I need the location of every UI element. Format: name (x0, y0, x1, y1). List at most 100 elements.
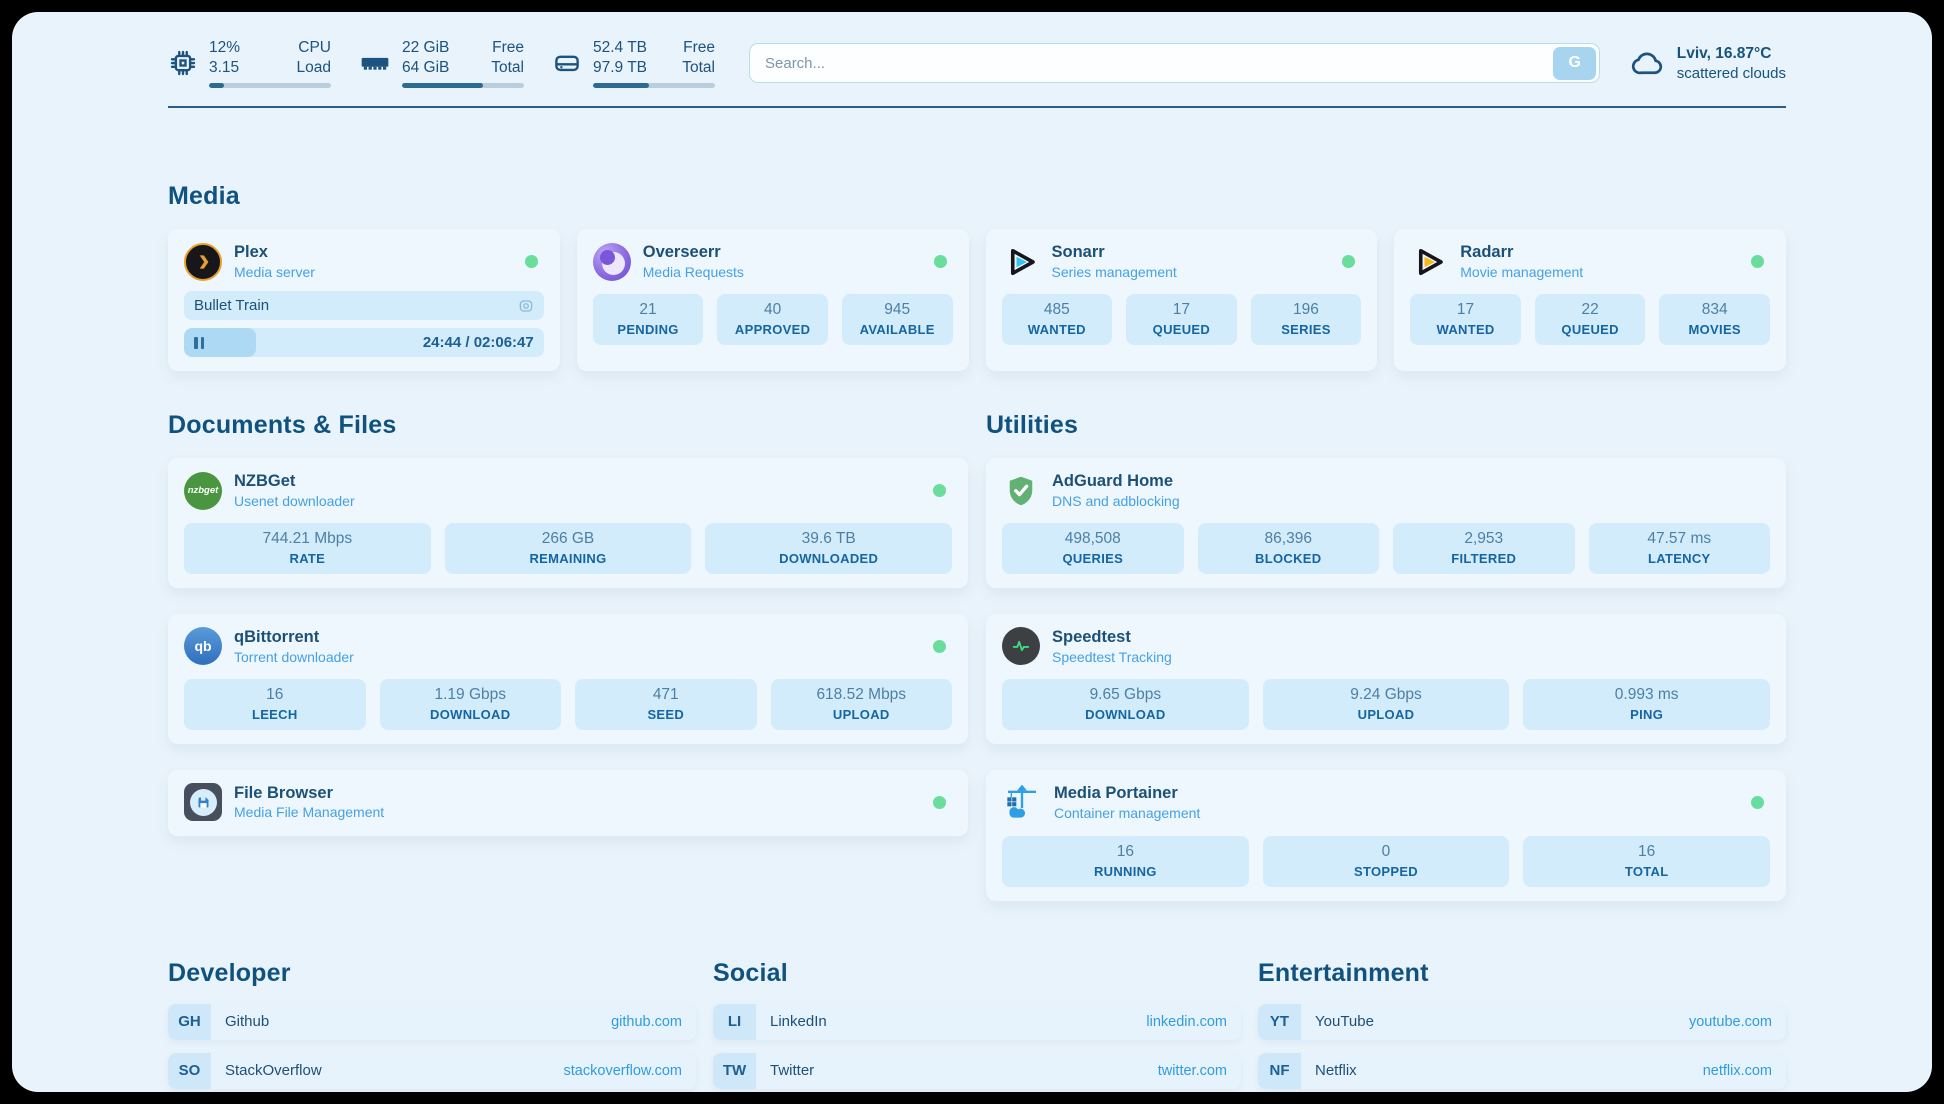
speedtest-card: Speedtest Speedtest Tracking 9.65 Gbps DO… (986, 613, 1786, 744)
stat-label: TOTAL (1624, 863, 1669, 879)
stat-value: 39.6 TB (801, 529, 856, 547)
stat-value: 266 GB (541, 529, 595, 547)
stat-label: PENDING (617, 322, 679, 338)
top-bar: 12% CPU 3.15 Load 22 GiB Free 64 GiB Total (168, 38, 1786, 89)
sonarr-card: Sonarr Series management 485 WANTED 17 QUE… (985, 229, 1378, 372)
qbittorrent-card: qb qBittorrent Torrent downloader 16 LEEC… (168, 613, 968, 744)
stat-label: QUEUED (1561, 322, 1619, 338)
stat-label: MOVIES (1688, 322, 1741, 338)
radarr-app-link[interactable]: Radarr Movie management (1410, 242, 1583, 281)
stat-tile: 0 STOPPED (1262, 835, 1510, 887)
overseerr-card: Overseerr Media Requests 21 PENDING 40 APP… (576, 229, 969, 372)
stat-label: LATENCY (1647, 550, 1711, 566)
stat-value: 744.21 Mbps (262, 529, 353, 547)
header-divider (168, 106, 1786, 109)
stat-value: 22 (1581, 301, 1599, 319)
section-title-documents: Documents & Files (168, 411, 397, 440)
weather-widget: Lviv, 16.87°C scattered clouds (1630, 45, 1786, 82)
playback-progress-row: 24:44 / 02:06:47 (184, 328, 544, 358)
system-stats: 12% CPU 3.15 Load 22 GiB Free 64 GiB Total (168, 38, 715, 89)
stat-tile: 16 TOTAL (1523, 835, 1770, 887)
link-abbr: YT (1258, 1003, 1301, 1040)
ram-free-label: Free (492, 39, 524, 56)
link-name: Netflix (1315, 1062, 1357, 1080)
app-desc: Usenet downloader (234, 492, 355, 509)
pause-button[interactable] (194, 336, 204, 349)
stat-value: 2,953 (1464, 529, 1504, 547)
app-desc: Media server (234, 263, 315, 280)
disk-progress-bar (593, 83, 715, 89)
app-desc: Movie management (1460, 263, 1584, 280)
status-dot (933, 255, 947, 269)
link-github[interactable]: GH Github github.com (168, 1003, 696, 1040)
qbittorrent-app-link[interactable]: qb qBittorrent Torrent downloader (184, 627, 354, 666)
app-desc: Torrent downloader (234, 648, 354, 665)
link-abbr: NF (1258, 1052, 1301, 1089)
camera-icon[interactable] (518, 298, 534, 314)
search-bar: G (749, 43, 1600, 84)
link-name: YouTube (1315, 1013, 1374, 1031)
disk-total-value: 97.9 TB (593, 59, 648, 77)
stat-value: 21 (639, 301, 657, 319)
nzbget-icon: nzbget (184, 471, 222, 510)
link-url: twitter.com (1157, 1062, 1227, 1079)
radarr-icon (1410, 243, 1448, 281)
link-youtube[interactable]: YT YouTube youtube.com (1258, 1003, 1786, 1040)
link-twitter[interactable]: TW Twitter twitter.com (713, 1052, 1241, 1089)
link-stackoverflow[interactable]: SO StackOverflow stackoverflow.com (168, 1052, 696, 1089)
stat-label: SERIES (1281, 322, 1331, 338)
plex-app-link[interactable]: Plex Media server (184, 242, 315, 281)
app-name: NZBGet (234, 472, 296, 491)
stat-tile: 266 GB REMAINING (444, 522, 692, 574)
stat-label: QUERIES (1062, 550, 1124, 566)
stat-label: APPROVED (734, 322, 811, 338)
sonarr-app-link[interactable]: Sonarr Series management (1002, 242, 1177, 281)
stat-value: 945 (884, 301, 911, 319)
stat-value: 196 (1293, 301, 1319, 319)
disk-stat: 52.4 TB Free 97.9 TB Total (552, 38, 715, 89)
stat-tile: 1.19 Gbps DOWNLOAD (379, 678, 561, 730)
app-name: Overseerr (642, 243, 721, 262)
stat-label: RUNNING (1093, 863, 1157, 879)
link-linkedin[interactable]: LI LinkedIn linkedin.com (713, 1003, 1241, 1040)
stat-tile: 744.21 Mbps RATE (184, 522, 431, 574)
ram-stat: 22 GiB Free 64 GiB Total (359, 38, 524, 89)
dashboard-panel: 12% CPU 3.15 Load 22 GiB Free 64 GiB Total (12, 12, 1932, 1092)
stat-value: 9.65 Gbps (1089, 685, 1162, 703)
stat-label: DOWNLOAD (1085, 706, 1166, 722)
search-go-button[interactable]: G (1553, 46, 1597, 80)
link-abbr: SO (168, 1052, 211, 1089)
speedtest-app-link[interactable]: Speedtest Speedtest Tracking (1002, 627, 1172, 666)
stat-label: REMAINING (529, 550, 607, 566)
section-title-entertainment: Entertainment (1258, 958, 1429, 987)
cpu-label: CPU (298, 39, 331, 56)
now-playing-row: Bullet Train (184, 291, 544, 321)
stat-value: 16 (1116, 842, 1134, 860)
utilities-section: AdGuard Home DNS and adblocking 498,508 Q… (986, 458, 1786, 901)
stat-label: RATE (289, 550, 326, 566)
search-input[interactable] (749, 43, 1600, 84)
nzbget-app-link[interactable]: nzbget NZBGet Usenet downloader (184, 471, 355, 510)
link-netflix[interactable]: NF Netflix netflix.com (1258, 1052, 1786, 1089)
adguard-card: AdGuard Home DNS and adblocking 498,508 Q… (986, 458, 1786, 588)
app-name: Plex (234, 243, 268, 262)
link-name: Twitter (770, 1062, 815, 1080)
filebrowser-app-link[interactable]: File Browser Media File Management (184, 783, 384, 822)
stat-value: 485 (1043, 301, 1070, 319)
overseerr-app-link[interactable]: Overseerr Media Requests (592, 242, 744, 281)
section-title-utilities: Utilities (986, 411, 1079, 440)
link-name: LinkedIn (770, 1013, 827, 1031)
stat-tile: 17 WANTED (1410, 294, 1521, 346)
stat-value: 0 (1381, 842, 1391, 860)
app-name: Speedtest (1052, 627, 1131, 646)
portainer-app-link[interactable]: Media Portainer Container management (1002, 783, 1200, 823)
stat-value: 9.24 Gbps (1350, 685, 1422, 703)
stat-tile: 47.57 ms LATENCY (1588, 522, 1770, 574)
stat-label: BLOCKED (1255, 550, 1322, 566)
stat-value: 834 (1701, 301, 1728, 319)
cpu-usage-value: 12% (209, 39, 241, 56)
documents-section: nzbget NZBGet Usenet downloader 744.21 M… (168, 458, 968, 836)
app-name: Radarr (1460, 243, 1514, 262)
weather-condition: scattered clouds (1676, 64, 1786, 82)
adguard-app-link[interactable]: AdGuard Home DNS and adblocking (1002, 471, 1180, 510)
